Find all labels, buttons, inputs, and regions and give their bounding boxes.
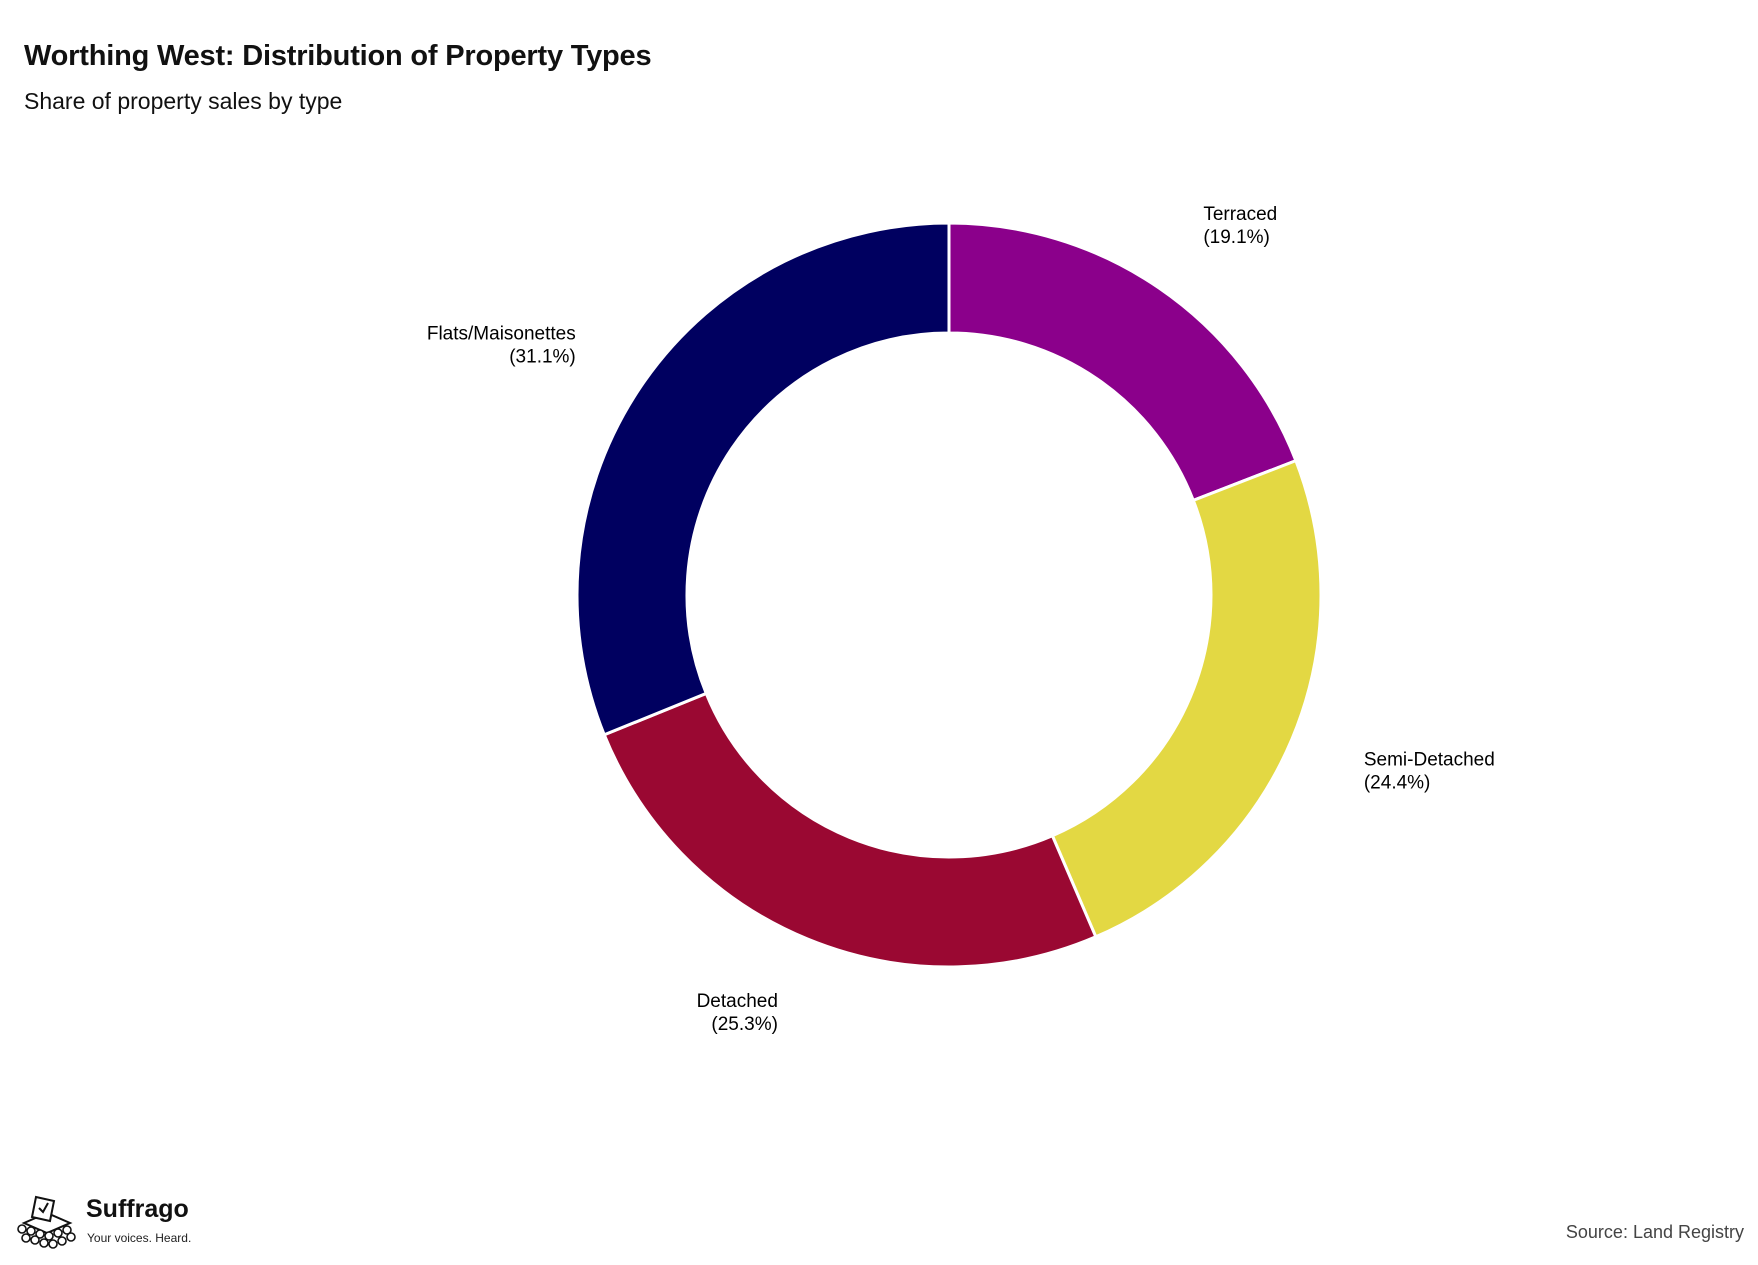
chart-title: Worthing West: Distribution of Property …	[24, 40, 652, 72]
ballot-box-icon	[17, 1195, 76, 1249]
slice-label-semi-detached: Semi-Detached (24.4%)	[1364, 749, 1495, 793]
slice-label-detached: Detached (25.3%)	[697, 991, 778, 1035]
slice-flats-maisonettes	[575, 221, 951, 737]
chart-subtitle: Share of property sales by type	[24, 88, 343, 114]
slice-label-terraced: Terraced (19.1%)	[1203, 204, 1277, 248]
brand-tagline: Your voices. Heard.	[87, 1231, 192, 1245]
source-note: Source: Land Registry	[1565, 1222, 1744, 1242]
slice-terraced	[947, 221, 1298, 503]
brand-name: Suffrago	[86, 1195, 189, 1223]
slice-semi-detached	[1050, 458, 1323, 939]
slice-detached	[602, 691, 1098, 969]
slice-label-flats-maisonettes: Flats/Maisonettes (31.1%)	[427, 324, 576, 368]
brand-logo: Suffrago Your voices. Heard.	[14, 1193, 214, 1253]
